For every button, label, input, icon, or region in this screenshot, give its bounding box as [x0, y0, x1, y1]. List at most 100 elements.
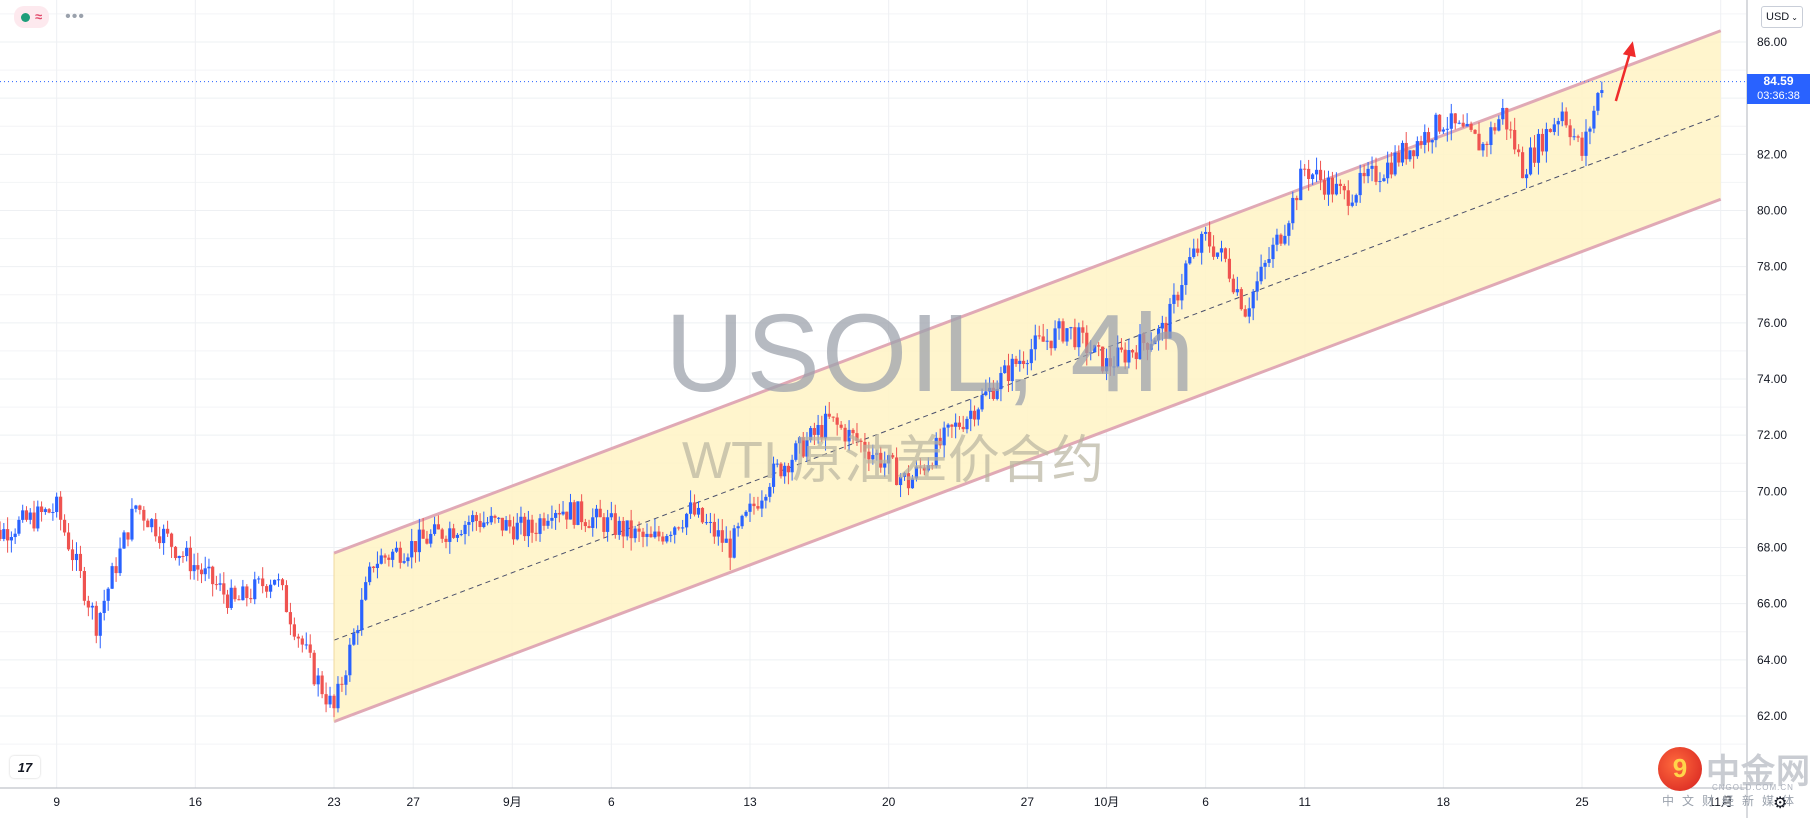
candle-body[interactable] — [1386, 162, 1390, 179]
candle-body[interactable] — [1085, 332, 1089, 353]
candle-body[interactable] — [1123, 349, 1127, 363]
candle-body[interactable] — [304, 644, 308, 646]
candle-body[interactable] — [1540, 133, 1545, 152]
candle-body[interactable] — [809, 428, 813, 441]
candle-body[interactable] — [459, 534, 463, 536]
candle-body[interactable] — [1415, 141, 1419, 157]
candle-body[interactable] — [1378, 181, 1382, 183]
candle-body[interactable] — [265, 586, 269, 592]
candle-body[interactable] — [218, 583, 222, 585]
candle-body[interactable] — [1006, 365, 1011, 382]
candle-body[interactable] — [851, 429, 855, 434]
candle-body[interactable] — [950, 424, 954, 427]
candle-body[interactable] — [417, 529, 421, 553]
candle-body[interactable] — [1350, 202, 1354, 206]
candle-body[interactable] — [728, 538, 732, 558]
candle-body[interactable] — [324, 694, 328, 705]
candle-body[interactable] — [269, 584, 273, 592]
candle-body[interactable] — [1505, 107, 1509, 130]
candle-body[interactable] — [1093, 345, 1097, 353]
candle-body[interactable] — [1049, 340, 1053, 349]
candle-body[interactable] — [1600, 90, 1604, 94]
candle-body[interactable] — [455, 534, 460, 538]
candle-body[interactable] — [526, 519, 530, 537]
candle-body[interactable] — [1556, 121, 1560, 125]
candle-body[interactable] — [891, 455, 895, 458]
candle-body[interactable] — [90, 605, 94, 608]
candle-body[interactable] — [463, 524, 467, 535]
candle-body[interactable] — [467, 522, 471, 525]
candle-body[interactable] — [1389, 162, 1393, 175]
candle-body[interactable] — [1501, 107, 1505, 120]
candle-body[interactable] — [720, 530, 724, 543]
candle-body[interactable] — [296, 636, 300, 639]
candle-body[interactable] — [1400, 142, 1405, 163]
candle-body[interactable] — [233, 587, 237, 600]
candle-body[interactable] — [1393, 152, 1397, 175]
candle-body[interactable] — [1326, 177, 1331, 195]
candle-body[interactable] — [1477, 133, 1481, 151]
candle-body[interactable] — [696, 507, 701, 515]
candle-body[interactable] — [572, 502, 576, 525]
candle-body[interactable] — [831, 416, 835, 418]
candle-body[interactable] — [1354, 195, 1358, 203]
candle-body[interactable] — [1145, 343, 1150, 350]
candle-body[interactable] — [805, 440, 809, 457]
candle-body[interactable] — [1003, 365, 1007, 374]
candle-body[interactable] — [1018, 360, 1022, 364]
candle-body[interactable] — [1215, 252, 1220, 257]
candle-body[interactable] — [665, 536, 669, 542]
candle-body[interactable] — [1397, 152, 1401, 163]
candle-body[interactable] — [379, 555, 383, 564]
candle-body[interactable] — [284, 585, 289, 613]
candle-body[interactable] — [1485, 143, 1489, 145]
candle-body[interactable] — [879, 452, 883, 468]
candle-body[interactable] — [653, 531, 657, 538]
candle-body[interactable] — [383, 555, 387, 558]
candle-body[interactable] — [1267, 259, 1271, 263]
candle-body[interactable] — [1568, 125, 1572, 138]
candle-body[interactable] — [816, 425, 820, 435]
candle-body[interactable] — [106, 588, 110, 601]
candle-body[interactable] — [1239, 289, 1243, 310]
candle-body[interactable] — [493, 515, 497, 518]
candle-body[interactable] — [621, 520, 625, 537]
candle-body[interactable] — [59, 496, 63, 520]
candle-body[interactable] — [748, 503, 752, 512]
candle-body[interactable] — [1576, 136, 1580, 138]
candle-body[interactable] — [504, 520, 508, 531]
candle-body[interactable] — [598, 508, 602, 518]
candle-body[interactable] — [1408, 150, 1412, 160]
candle-body[interactable] — [786, 465, 790, 473]
candle-body[interactable] — [783, 465, 787, 477]
candle-body[interactable] — [1065, 328, 1069, 342]
tradingview-logo-icon[interactable]: 17 — [10, 756, 40, 778]
candle-body[interactable] — [1299, 168, 1303, 201]
candle-body[interactable] — [823, 413, 828, 439]
candle-body[interactable] — [249, 598, 253, 600]
candle-body[interactable] — [368, 566, 372, 583]
candle-body[interactable] — [839, 424, 843, 428]
candle-body[interactable] — [387, 557, 391, 560]
candle-body[interactable] — [1168, 303, 1172, 339]
candle-body[interactable] — [1204, 231, 1208, 234]
candle-body[interactable] — [542, 518, 546, 526]
candle-body[interactable] — [1112, 366, 1116, 368]
candle-body[interactable] — [122, 532, 126, 549]
candle-body[interactable] — [583, 522, 587, 527]
candle-body[interactable] — [28, 512, 32, 520]
candle-body[interactable] — [1211, 246, 1216, 257]
candle-body[interactable] — [843, 427, 847, 442]
candle-body[interactable] — [554, 512, 558, 518]
candle-body[interactable] — [1271, 244, 1275, 260]
candle-body[interactable] — [1318, 169, 1323, 181]
candle-body[interactable] — [633, 528, 637, 539]
candle-body[interactable] — [1231, 278, 1235, 293]
candle-body[interactable] — [704, 522, 709, 524]
candle-body[interactable] — [1172, 294, 1176, 304]
candle-body[interactable] — [511, 526, 516, 540]
candle-body[interactable] — [1374, 165, 1378, 182]
candle-body[interactable] — [51, 512, 55, 514]
candle-body[interactable] — [991, 387, 995, 399]
candle-body[interactable] — [134, 505, 138, 509]
